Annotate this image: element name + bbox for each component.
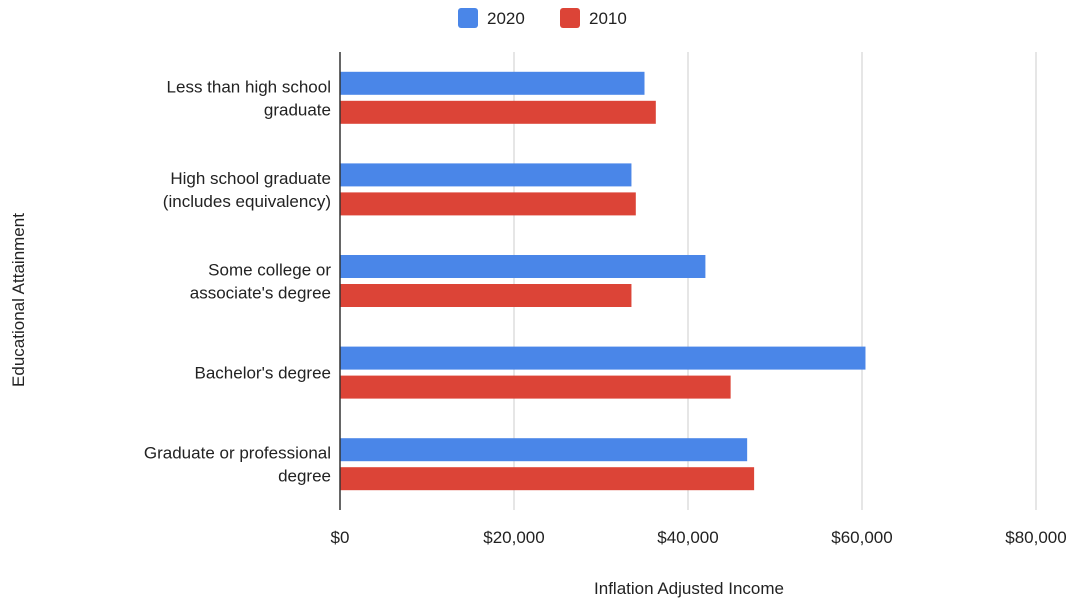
legend-label: 2020 (487, 9, 525, 28)
category-label: graduate (264, 100, 331, 119)
bar-2010-0 (340, 100, 656, 124)
bar-2010-2 (340, 284, 632, 307)
legend-label: 2010 (589, 9, 627, 28)
category-labels: Less than high school graduate High school… (144, 77, 331, 485)
category-label: degree (278, 467, 331, 486)
bar-2020-1 (340, 163, 632, 187)
category-label: Some college or (208, 261, 331, 280)
bar-2020-3 (340, 346, 866, 370)
category-label: High school graduate (170, 169, 331, 188)
x-tick-label: $40,000 (657, 528, 718, 547)
legend: 2020 2010 (458, 8, 627, 28)
category-label: Bachelor's degree (195, 364, 332, 383)
bars (340, 71, 866, 491)
y-axis-title: Educational Attainment (9, 213, 28, 387)
x-tick-label: $20,000 (483, 528, 544, 547)
category-label: Graduate or professional (144, 444, 331, 463)
bar-2010-3 (340, 375, 731, 399)
bar-2020-4 (340, 438, 748, 462)
legend-swatch-2020 (458, 8, 478, 28)
x-tick-labels: $0 $20,000 $40,000 $60,000 $80,000 (331, 528, 1067, 547)
gridlines (513, 52, 1037, 510)
category-label: associate's degree (190, 284, 331, 303)
bar-2020-2 (340, 255, 706, 278)
x-tick-label: $60,000 (831, 528, 892, 547)
x-tick-label: $0 (331, 528, 350, 547)
category-label: (includes equivalency) (163, 192, 331, 211)
bar-2010-1 (340, 192, 636, 216)
bar-2010-4 (340, 467, 755, 491)
category-label: Less than high school (167, 77, 331, 96)
x-tick-label: $80,000 (1005, 528, 1066, 547)
bar-2020-0 (340, 71, 645, 95)
legend-swatch-2010 (560, 8, 580, 28)
x-axis-title: Inflation Adjusted Income (594, 579, 784, 598)
